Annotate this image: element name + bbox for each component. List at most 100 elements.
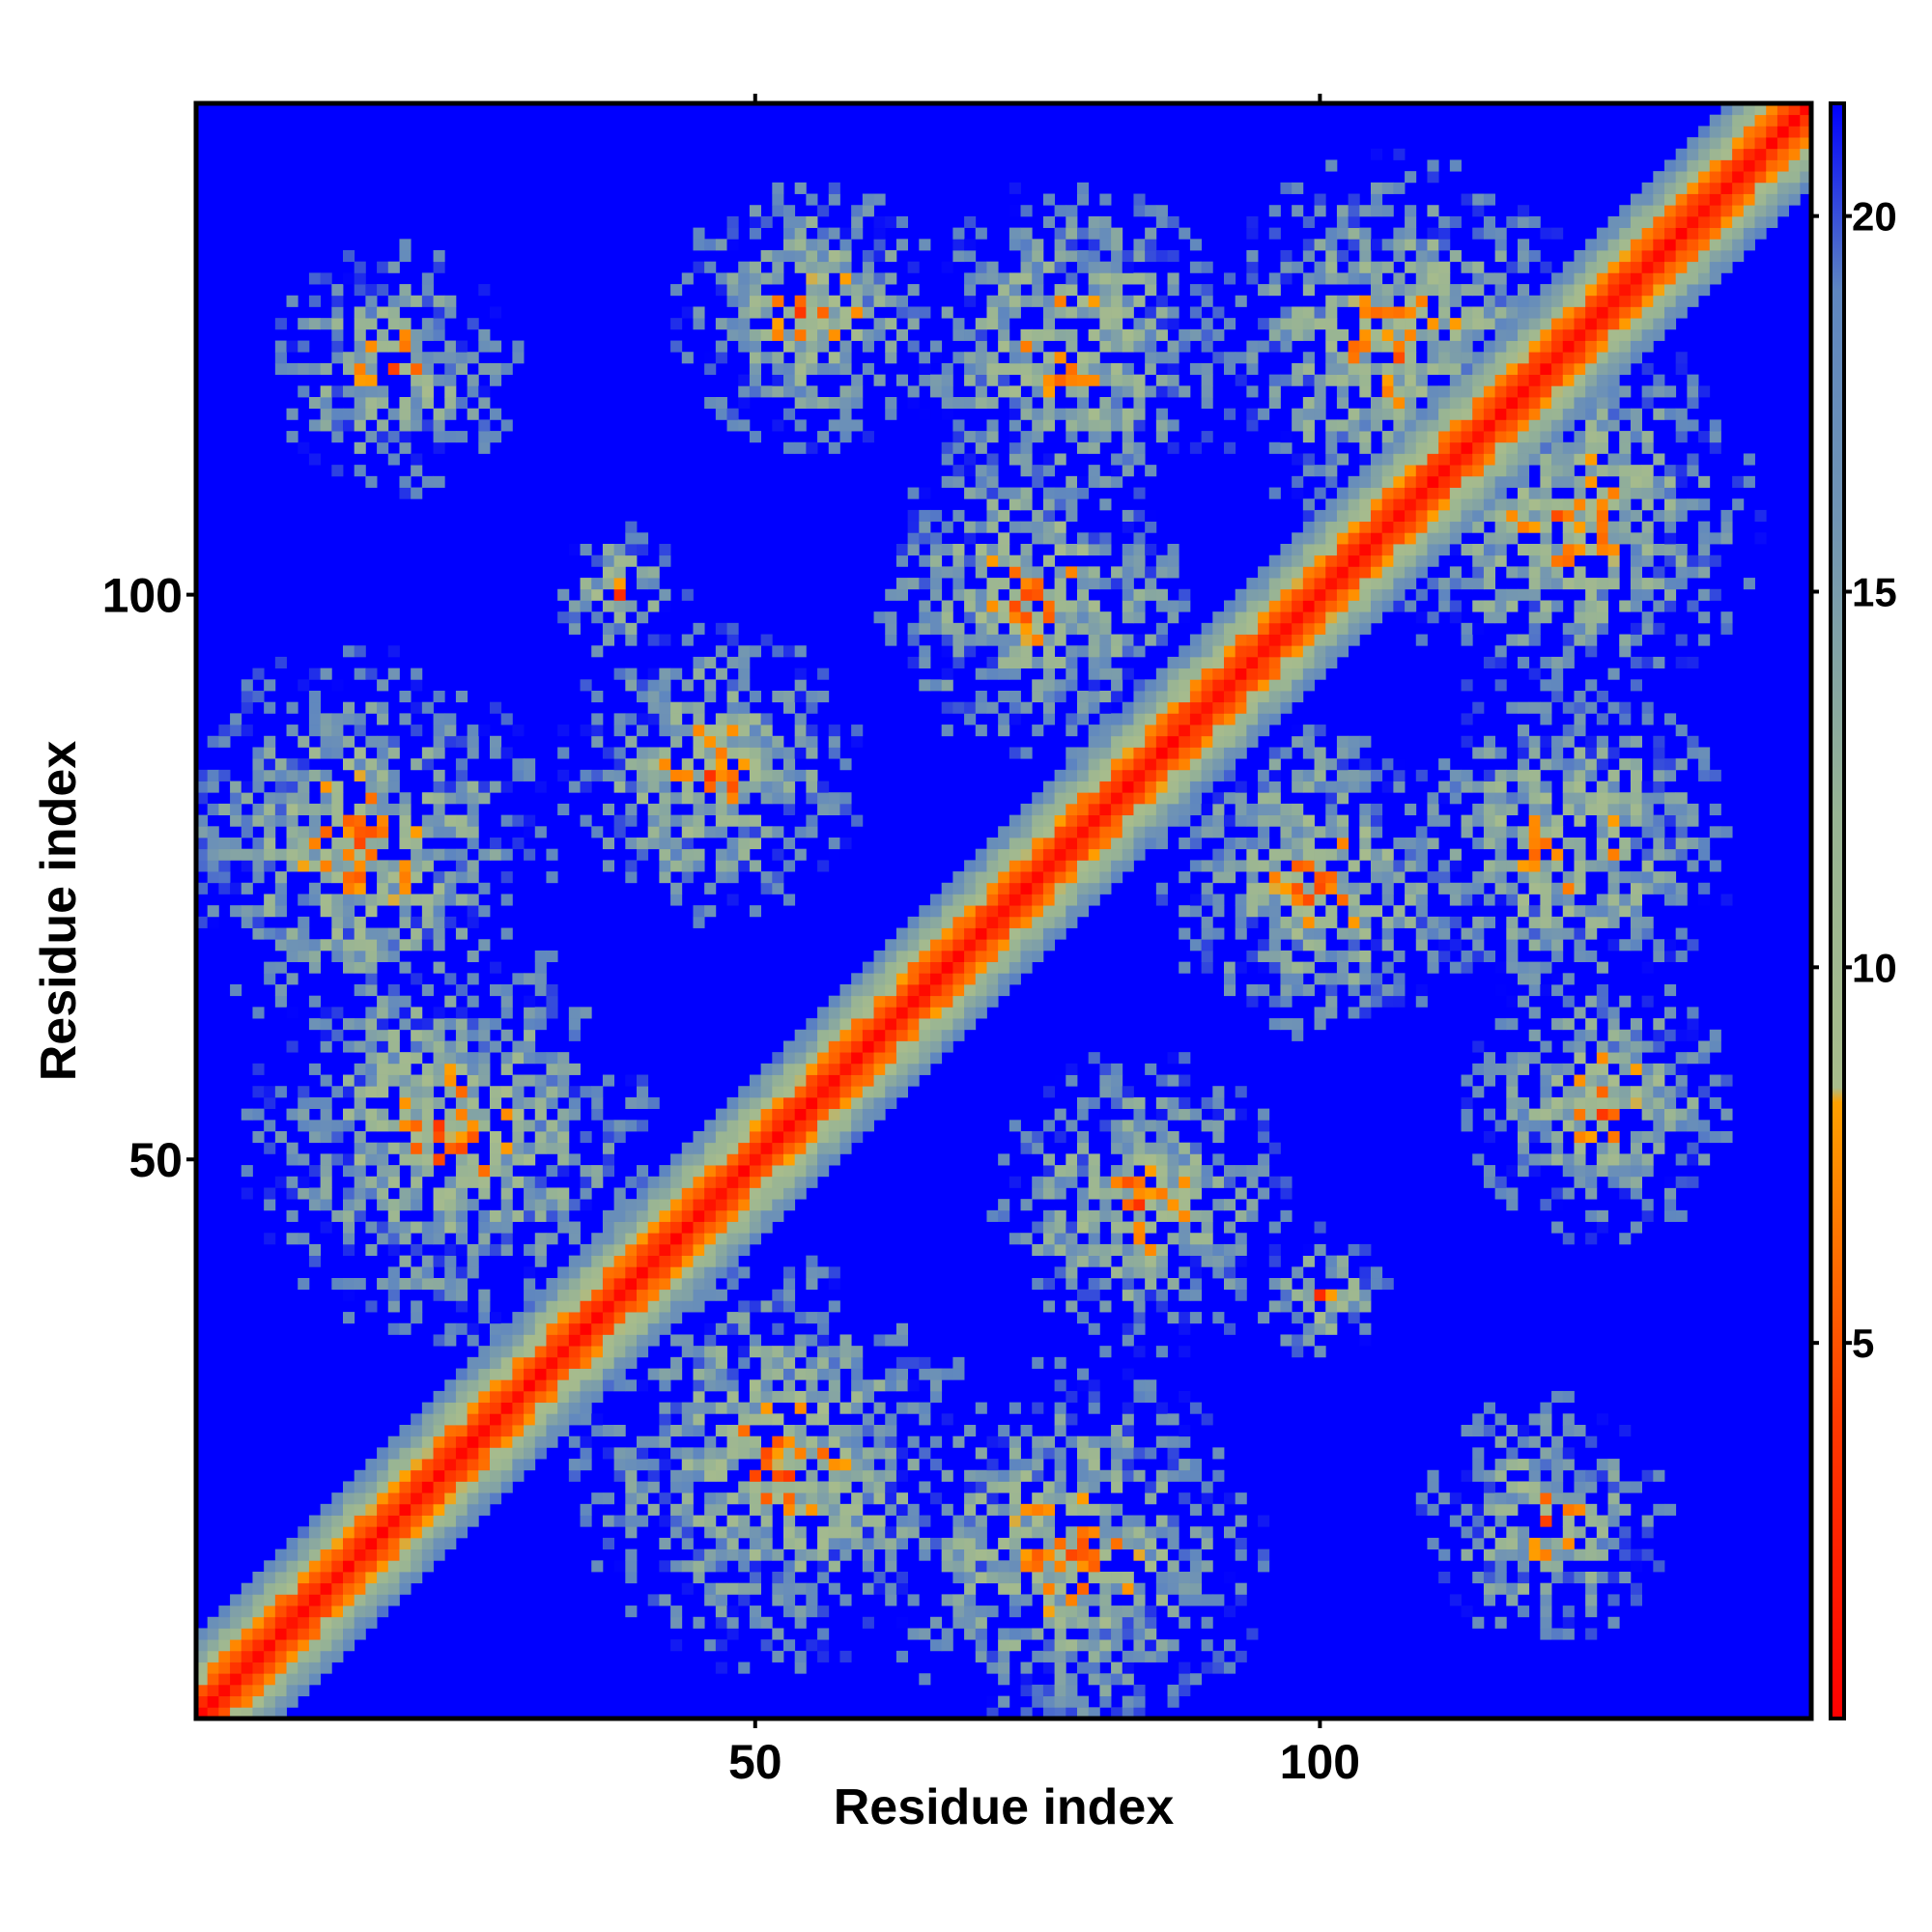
heatmap-cell — [467, 724, 479, 737]
heatmap-cell — [252, 1007, 265, 1019]
heatmap-cell — [1155, 1515, 1168, 1527]
heatmap-cell — [377, 1233, 389, 1245]
heatmap-cell — [1042, 385, 1056, 398]
heatmap-cell — [907, 318, 920, 330]
heatmap-cell — [1167, 1695, 1179, 1708]
heatmap-cell — [625, 713, 638, 725]
heatmap-cell — [433, 318, 445, 330]
heatmap-cell — [839, 1040, 852, 1053]
heatmap-cell — [647, 1300, 660, 1313]
heatmap-cell — [354, 1187, 366, 1200]
heatmap-cell — [693, 1413, 705, 1426]
heatmap-cell — [783, 1040, 796, 1053]
heatmap-cell — [817, 1435, 830, 1448]
heatmap-cell — [1111, 1063, 1123, 1075]
heatmap-cell — [1042, 927, 1056, 940]
heatmap-cell — [387, 860, 400, 872]
heatmap-cell — [613, 826, 626, 838]
heatmap-cell — [715, 239, 727, 251]
heatmap-cell — [647, 679, 660, 692]
heatmap-cell — [749, 814, 762, 827]
heatmap-cell — [885, 1379, 897, 1392]
heatmap-cell — [625, 1605, 638, 1618]
heatmap-cell — [738, 1481, 751, 1493]
heatmap-cell — [704, 1289, 717, 1301]
heatmap-cell — [1111, 1142, 1123, 1154]
heatmap-cell — [693, 1459, 705, 1471]
heatmap-cell — [806, 1040, 818, 1053]
heatmap-cell — [411, 1300, 423, 1313]
heatmap-cell — [1201, 1594, 1213, 1606]
heatmap-cell — [681, 860, 694, 872]
heatmap-cell — [1235, 1243, 1247, 1257]
heatmap-cell — [1189, 1312, 1203, 1324]
heatmap-cell — [738, 1492, 751, 1505]
heatmap-cell — [1042, 1537, 1056, 1550]
heatmap-cell — [365, 860, 378, 872]
heatmap-cell — [546, 1322, 558, 1335]
heatmap-cell — [1009, 1582, 1021, 1595]
heatmap-cell — [975, 1616, 987, 1629]
heatmap-cell — [794, 735, 807, 748]
heatmap-cell — [1189, 838, 1203, 850]
heatmap-cell — [828, 838, 840, 850]
heatmap-cell — [1009, 487, 1021, 499]
heatmap-cell — [455, 1266, 469, 1279]
heatmap-cell — [783, 1153, 796, 1166]
heatmap-cell — [433, 1413, 445, 1426]
heatmap-cell — [613, 1199, 626, 1211]
heatmap-cell — [817, 1346, 830, 1358]
heatmap-cell — [1133, 532, 1146, 545]
heatmap-cell — [512, 352, 525, 364]
heatmap-cell — [455, 1492, 469, 1505]
heatmap-cell — [196, 769, 209, 781]
heatmap-cell — [1088, 1560, 1100, 1573]
heatmap-cell — [1020, 1425, 1033, 1437]
heatmap-cell — [895, 1469, 909, 1482]
heatmap-cell — [851, 1074, 864, 1087]
heatmap-cell — [794, 1131, 807, 1144]
heatmap-cell — [320, 397, 332, 410]
heatmap-cell — [1009, 1447, 1021, 1460]
heatmap-cell — [895, 578, 909, 590]
heatmap-cell — [975, 724, 987, 737]
heatmap-cell — [387, 1165, 400, 1178]
heatmap-cell — [1077, 747, 1090, 759]
heatmap-cell — [1077, 701, 1090, 714]
heatmap-cell — [490, 1312, 502, 1324]
heatmap-cell — [1099, 1594, 1112, 1606]
heatmap-cell — [1122, 306, 1134, 319]
heatmap-cell — [998, 860, 1010, 872]
heatmap-cell — [354, 747, 366, 759]
heatmap-cell — [602, 860, 615, 872]
heatmap-cell — [320, 1120, 332, 1132]
heatmap-cell — [930, 578, 943, 590]
heatmap-cell — [1167, 1639, 1179, 1652]
heatmap-cell — [738, 374, 751, 386]
heatmap-cell — [512, 814, 525, 827]
heatmap-cell — [241, 826, 253, 838]
heatmap-cell — [715, 622, 727, 635]
heatmap-cell — [274, 848, 287, 861]
heatmap-cell — [298, 1673, 310, 1686]
heatmap-cell — [387, 1289, 400, 1301]
heatmap-cell — [693, 622, 705, 635]
heatmap-cell — [715, 1548, 727, 1561]
heatmap-cell — [1111, 1639, 1123, 1652]
heatmap-cell — [919, 645, 931, 658]
heatmap-cell — [1088, 701, 1100, 714]
heatmap-cell — [331, 352, 344, 364]
heatmap-cell — [512, 1040, 525, 1053]
heatmap-cell — [1077, 1459, 1090, 1471]
heatmap-cell — [783, 758, 796, 771]
heatmap-cell — [1020, 1515, 1033, 1527]
heatmap-cell — [433, 1052, 445, 1065]
heatmap-cell — [794, 261, 807, 273]
heatmap-cell — [411, 1029, 423, 1041]
heatmap-cell — [1088, 1379, 1100, 1392]
heatmap-cell — [930, 385, 943, 398]
heatmap-cell — [1155, 306, 1168, 319]
heatmap-cell — [637, 578, 649, 590]
heatmap-cell — [1042, 1187, 1056, 1200]
heatmap-cell — [320, 318, 332, 330]
